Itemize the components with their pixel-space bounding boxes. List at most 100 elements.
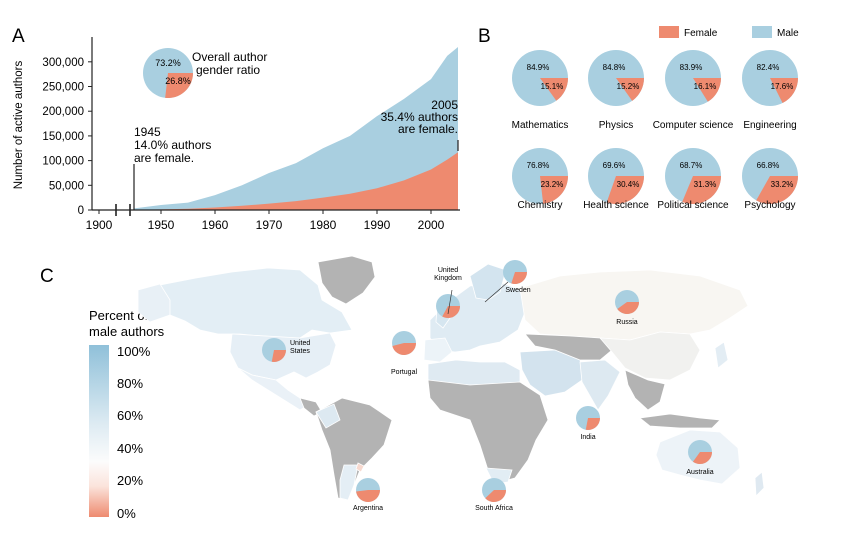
- pie-physics: 84.8% 15.2% Physics: [588, 50, 644, 131]
- x-tick-label-1970: 1970: [256, 218, 283, 232]
- colombia-shape: [315, 403, 341, 429]
- colorbar-title-line-1: Percent of: [89, 308, 149, 323]
- panel-b-legend: Female Male: [659, 26, 799, 39]
- pie-psychology-female-label: 33.2%: [771, 180, 794, 189]
- scandinavia-shape: [469, 263, 507, 301]
- country-pie-south-africa-label: South Africa: [475, 505, 513, 512]
- pie-engineering-female-label: 17.6%: [771, 82, 794, 91]
- pie-health-science-male-label: 69.6%: [603, 161, 626, 170]
- pie-mathematics-male-label: 84.9%: [527, 63, 550, 72]
- panel-a: A 1900 1950 1960 1970 1980 1990 2000 0 50,000 100…: [12, 26, 460, 232]
- united-kingdom-leader-line: [447, 289, 453, 315]
- country-pie-russia-label: Russia: [616, 319, 638, 326]
- x-tick-label-1960: 1960: [202, 218, 229, 232]
- colorbar-tick-100: 100%: [117, 344, 151, 359]
- annotation-1945-line-3: are female.: [134, 151, 194, 165]
- colorbar-ticks: 100% 80% 60% 40% 20% 0%: [117, 344, 151, 521]
- country-pie-south-africa-female-slice: [485, 490, 507, 503]
- country-pie-sweden: Sweden: [503, 260, 531, 294]
- panel-a-axes: 1900 1950 1960 1970 1980 1990 2000 0 50,000 100,0…: [42, 37, 460, 232]
- x-tick-label-1990: 1990: [364, 218, 391, 232]
- inset-caption-line-2: gender ratio: [196, 63, 260, 77]
- pie-physics-male-label: 84.8%: [603, 63, 626, 72]
- legend-female-label: Female: [684, 28, 718, 39]
- colorbar-title-line-2: male authors: [89, 324, 165, 339]
- colorbar: Percent of male authors 100% 80% 60% 40% 20%…: [89, 308, 165, 521]
- india-shape: [579, 359, 621, 411]
- country-pie-united-states-female-slice: [271, 350, 286, 363]
- country-pie-australia-label: Australia: [686, 469, 713, 476]
- overall-gender-ratio-pie: [143, 48, 193, 98]
- annotation-1945-line-1: 1945: [134, 125, 161, 139]
- y-tick-label-0: 0: [78, 205, 84, 217]
- pie-mathematics-category-label: Mathematics: [512, 120, 569, 131]
- pie-political-science-female-label: 31.3%: [694, 180, 717, 189]
- pie-computer-science-male-label: 83.9%: [680, 63, 703, 72]
- pie-political-science-female-slice: [682, 176, 721, 204]
- pie-health-science-female-label: 30.4%: [617, 180, 640, 189]
- japan-shape: [714, 341, 729, 369]
- legend-male-swatch: [752, 26, 772, 38]
- pie-computer-science-female-label: 16.1%: [694, 82, 717, 91]
- pie-health-science-category-label: Health science: [583, 200, 649, 211]
- africa-shape: [427, 379, 549, 483]
- country-pie-australia: Australia: [686, 440, 714, 476]
- southeast-asia-shape: [624, 369, 666, 411]
- country-pie-russia: Russia: [615, 290, 639, 326]
- colorbar-tick-80: 80%: [117, 376, 143, 391]
- sweden-leader-line: [484, 281, 509, 303]
- colorbar-tick-20: 20%: [117, 473, 143, 488]
- country-pie-india-label: India: [580, 434, 595, 441]
- indonesia-shape: [639, 413, 721, 429]
- pie-mathematics-female-slice: [540, 78, 568, 101]
- y-tick-label-200-000: 200,000: [42, 106, 84, 118]
- legend-female-swatch: [659, 26, 679, 38]
- pie-chemistry-category-label: Chemistry: [517, 200, 562, 211]
- x-tick-label-1950: 1950: [148, 218, 175, 232]
- pie-engineering-female-slice: [770, 78, 798, 104]
- pie-engineering-male-label: 82.4%: [757, 63, 780, 72]
- country-pie-united-kingdom-label: United: [438, 267, 458, 274]
- country-pie-sweden-female-slice: [511, 272, 527, 285]
- pie-physics-female-slice: [616, 78, 644, 101]
- country-pie-india: India: [576, 406, 600, 441]
- male-authors-area: [134, 47, 458, 210]
- pie-mathematics: 84.9% 15.1% Mathematics: [512, 50, 569, 131]
- country-pie-united-kingdom-female-slice: [442, 306, 460, 318]
- country-pie-united-states-label: United: [290, 340, 310, 347]
- y-tick-label-300-000: 300,000: [42, 57, 84, 69]
- panel-a-plot: [134, 47, 458, 210]
- annotation-1945-line-2: 14.0% authors: [134, 138, 211, 152]
- pie-psychology: 66.8% 33.2% Psychology: [742, 148, 798, 211]
- canada-shape: [155, 267, 353, 341]
- country-pie-russia-female-slice: [617, 302, 639, 314]
- pie-psychology-female-slice: [756, 176, 798, 205]
- field-pies: 84.9% 15.1% Mathematics 84.8% 15.2% Physics 83…: [512, 50, 798, 211]
- annotation-2005-line-2: 35.4% authors: [381, 110, 458, 124]
- colorbar-tick-60: 60%: [117, 408, 143, 423]
- pie-political-science-male-label: 68.7%: [680, 161, 703, 170]
- world-map: [137, 255, 765, 501]
- pie-engineering: 82.4% 17.6% Engineering: [742, 50, 798, 131]
- inset-male-percent: 73.2%: [155, 58, 181, 68]
- country-pie-australia-female-slice: [692, 452, 712, 464]
- inset-female-percent: 26.8%: [165, 76, 191, 86]
- country-pie-sweden-label: Sweden: [505, 287, 530, 294]
- alaska-shape: [137, 283, 171, 323]
- pie-political-science: 68.7% 31.3% Political science: [657, 148, 729, 211]
- pie-psychology-male-label: 66.8%: [757, 161, 780, 170]
- uruguay-shape: [355, 462, 365, 473]
- pie-chemistry-female-label: 23.2%: [541, 180, 564, 189]
- y-tick-label-150-000: 150,000: [42, 131, 84, 143]
- overall-gender-ratio-pie: [143, 48, 193, 98]
- inset-caption-line-1: Overall author: [192, 50, 267, 64]
- x-tick-label-2000: 2000: [418, 218, 445, 232]
- pie-chemistry-male-label: 76.8%: [527, 161, 550, 170]
- pie-computer-science-female-slice: [693, 78, 721, 102]
- pie-physics-female-label: 15.2%: [617, 82, 640, 91]
- panel-a-label: A: [12, 26, 25, 47]
- country-pie-portugal-label: Portugal: [391, 369, 418, 376]
- country-pie-portugal-female-slice: [392, 343, 416, 355]
- pie-physics-category-label: Physics: [599, 120, 633, 131]
